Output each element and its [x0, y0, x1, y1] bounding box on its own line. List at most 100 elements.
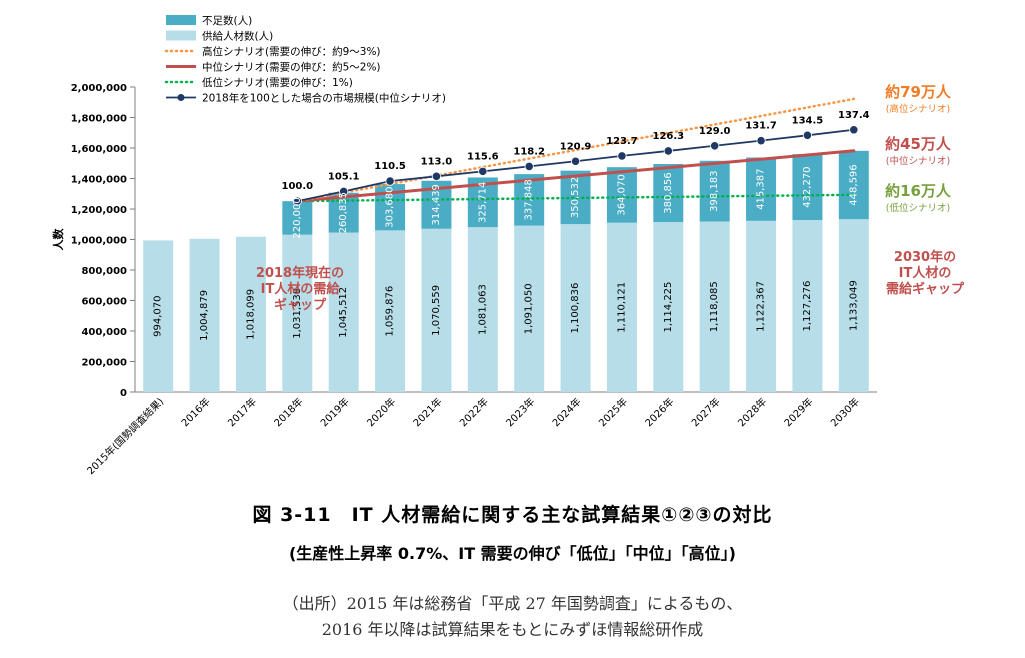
- mid-gap-note: (中位シナリオ): [886, 155, 950, 167]
- market-point: [339, 186, 349, 197]
- shortage-bar: [699, 160, 730, 222]
- annotation-layer: 2018年現在のIT人材の需給ギャップ2030年のIT人材の需給ギャップ約79万…: [256, 83, 965, 313]
- shortage-value-label: 415,387: [756, 168, 767, 209]
- high-gap-note: (高位シナリオ): [886, 103, 950, 115]
- supply-value-label: 1,100,836: [570, 283, 581, 334]
- supply-bar: [653, 222, 684, 392]
- supply-value-label: 994,070: [153, 296, 164, 337]
- supply-value-label: 1,004,879: [199, 290, 210, 341]
- shortage-value-label: 337,848: [524, 179, 535, 220]
- x-tick-label: 2029年: [781, 395, 815, 429]
- y-tick-label: 600,000: [81, 297, 127, 308]
- legend-shortage-label: 不足数(人): [202, 14, 252, 27]
- y-tick-label: 800,000: [81, 266, 127, 277]
- market-value-label: 123.7: [606, 136, 638, 147]
- legend-shortage: 不足数(人): [166, 14, 252, 27]
- supply-bar: [792, 220, 823, 392]
- market-point: [802, 130, 813, 140]
- y-tick-label: 400,000: [81, 327, 127, 338]
- market-point: [524, 161, 534, 172]
- figure-source-line2: 2016 年以降は試算結果をもとにみずほ情報総研作成: [321, 620, 704, 639]
- market-point: [431, 171, 442, 181]
- market-point: [663, 146, 673, 156]
- market-point: [710, 141, 720, 151]
- supply-bar: [235, 236, 266, 392]
- x-tick-label: 2021年: [410, 395, 444, 429]
- y-tick-label: 200,000: [81, 358, 127, 369]
- market-value-label: 115.6: [467, 151, 499, 162]
- gap-2030-label: 需給ギャップ: [886, 281, 965, 297]
- y-tick-label: 2,000,000: [71, 83, 127, 94]
- x-tick-label: 2015年(国勢調査結果): [84, 395, 166, 477]
- legend-market-marker: [177, 94, 185, 101]
- legend-high: 高位シナリオ(需要の伸び：約9〜3%): [164, 45, 381, 58]
- supply-bar: [421, 228, 452, 392]
- figure-title: 図 3-11 IT 人材需給に関する主な試算結果①②③の対比: [252, 504, 773, 526]
- y-tick-label: 1,000,000: [71, 236, 127, 247]
- shortage-value-label: 325,714: [477, 182, 488, 223]
- shortage-value-label: 350,532: [570, 177, 581, 218]
- x-tick-label: 2020年: [364, 395, 398, 429]
- supply-value-label: 1,110,121: [616, 282, 627, 333]
- shortage-value-label: 364,070: [616, 174, 627, 215]
- mid-gap-value: 約45万人: [885, 135, 952, 153]
- market-value-label: 134.5: [792, 115, 824, 126]
- x-tick-label: 2016年: [178, 395, 212, 429]
- market-point: [292, 196, 302, 206]
- x-tick-label: 2026年: [642, 395, 676, 429]
- shortage-value-label: 220,000: [292, 197, 303, 238]
- x-tick-label: 2018年: [271, 395, 305, 429]
- shortage-value-label: 314,439: [431, 184, 442, 225]
- it-workforce-chart: 0 200,000 400,000 600,000 800,000 1,000,000 1,…: [51, 14, 965, 477]
- y-tick-label: 1,400,000: [71, 175, 127, 186]
- supply-value-label: 1,070,559: [431, 285, 442, 336]
- gap-2018-label: IT人材の需給: [261, 281, 341, 297]
- shortage-bar: [792, 154, 823, 221]
- x-tick-label: 2025年: [596, 395, 630, 429]
- shortage-bar: [606, 167, 637, 223]
- x-tick-label: 2022年: [457, 395, 491, 429]
- legend-market: 2018年を100とした場合の市場規模(中位シナリオ): [166, 92, 446, 105]
- legend-supply-label: 供給人材数(人): [202, 30, 273, 43]
- market-point: [478, 166, 488, 176]
- y-tick-label: 1,800,000: [71, 114, 127, 125]
- market-value-label: 100.0: [281, 181, 313, 192]
- supply-bar: [375, 230, 406, 392]
- x-tick-label: 2024年: [549, 395, 583, 429]
- supply-bar: [746, 220, 777, 392]
- x-tick-label: 2027年: [689, 395, 723, 429]
- supply-value-label: 1,081,063: [477, 284, 488, 335]
- market-value-label: 110.5: [374, 161, 406, 172]
- supply-value-label: 1,118,085: [709, 281, 720, 332]
- supply-bar: [189, 238, 220, 392]
- shortage-bar: [838, 150, 869, 220]
- supply-value-label: 1,031,538: [292, 288, 303, 339]
- line-layer: [292, 97, 859, 206]
- figure-source-line1: （出所）2015 年は総務省「平成 27 年国勢調査」によるもの、: [282, 594, 743, 613]
- high-gap-value: 約79万人: [885, 83, 952, 101]
- legend-supply-swatch: [166, 30, 196, 41]
- supply-bar: [282, 234, 313, 392]
- supply-bar: [467, 227, 498, 392]
- market-value-label: 105.1: [328, 171, 360, 182]
- x-tick-label: 2017年: [225, 395, 259, 429]
- gap-2030-label: 2030年の: [894, 249, 956, 265]
- supply-bar: [838, 219, 869, 392]
- supply-bar: [699, 221, 730, 392]
- market-point: [570, 156, 581, 166]
- supply-bar: [606, 222, 637, 392]
- low-scenario-line: [296, 193, 856, 203]
- legend: 不足数(人) 供給人材数(人) 高位シナリオ(需要の伸び：約9〜3%) 中位シナリオ(…: [164, 14, 446, 105]
- market-value-label: 126.3: [652, 131, 684, 142]
- market-value-label: 129.0: [699, 126, 731, 137]
- supply-value-label: 1,122,367: [756, 281, 767, 332]
- bar-layer: [143, 150, 869, 392]
- supply-value-label: 1,091,050: [524, 283, 535, 334]
- low-gap-note: (低位シナリオ): [886, 202, 950, 214]
- market-point: [756, 136, 766, 146]
- market-value-label: 120.9: [560, 141, 592, 152]
- supply-value-label: 1,133,049: [848, 280, 859, 331]
- figure-subtitle: (生産性上昇率 0.7%、IT 需要の伸び「低位」「中位」「高位」): [288, 544, 736, 563]
- shortage-bar: [514, 174, 545, 226]
- supply-bar: [328, 232, 359, 392]
